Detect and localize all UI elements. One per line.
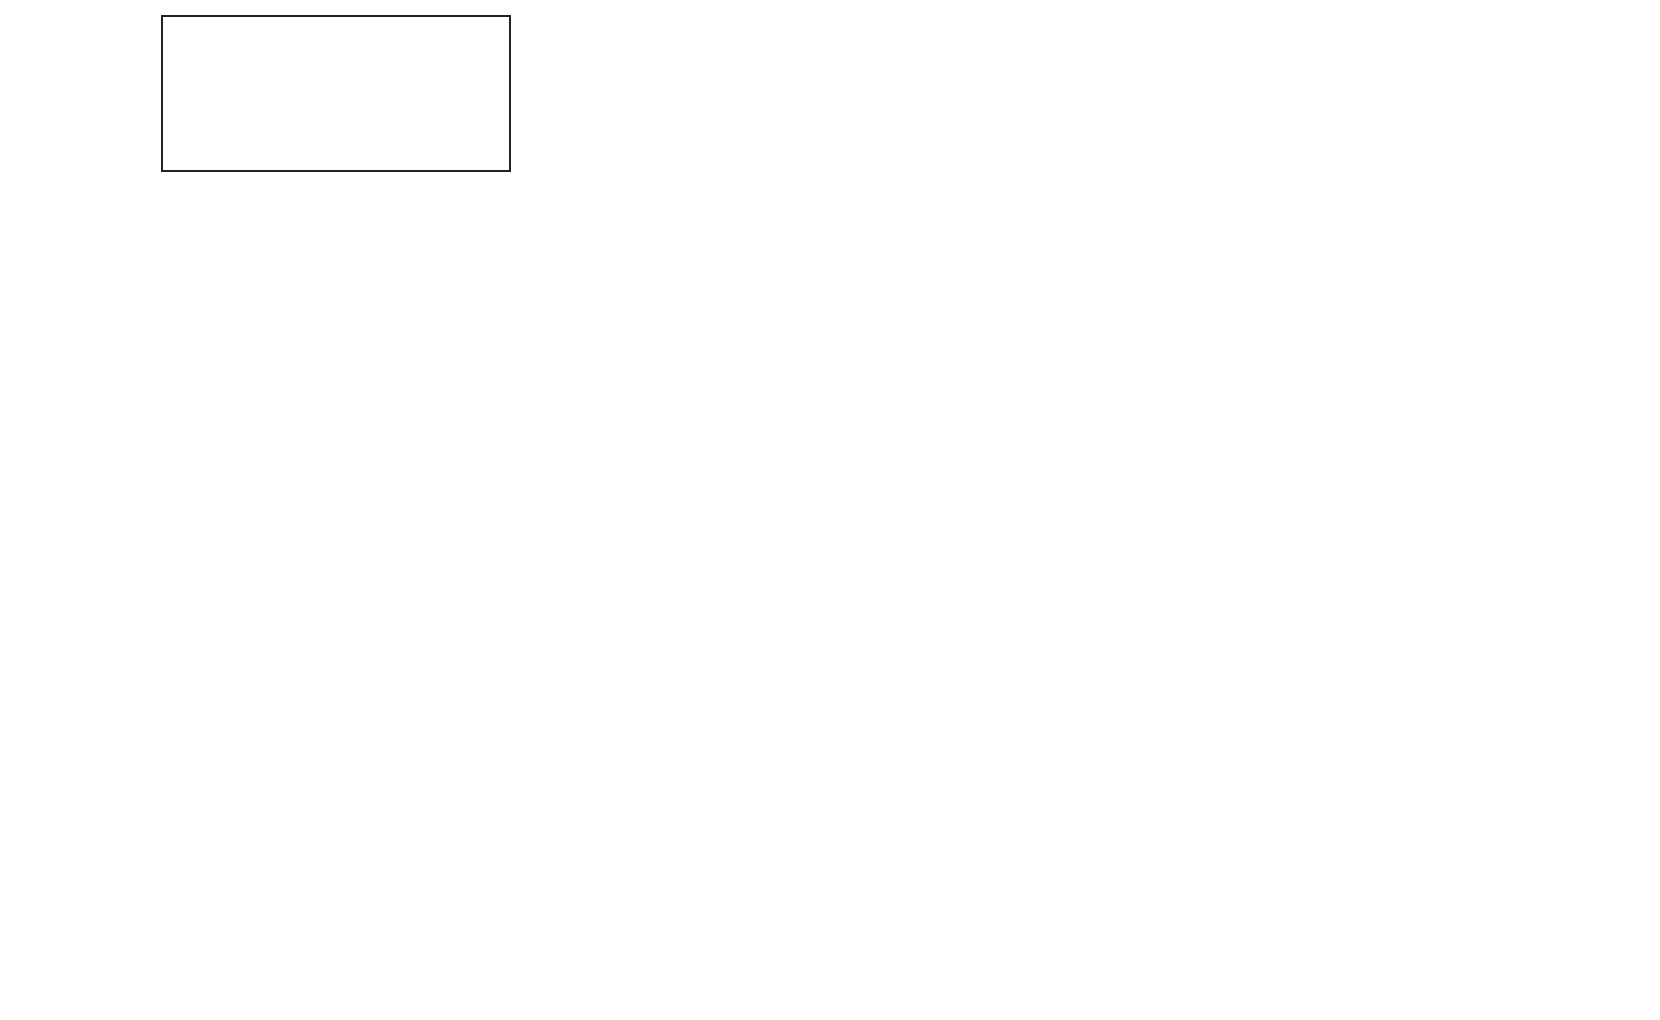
legend <box>161 15 511 172</box>
